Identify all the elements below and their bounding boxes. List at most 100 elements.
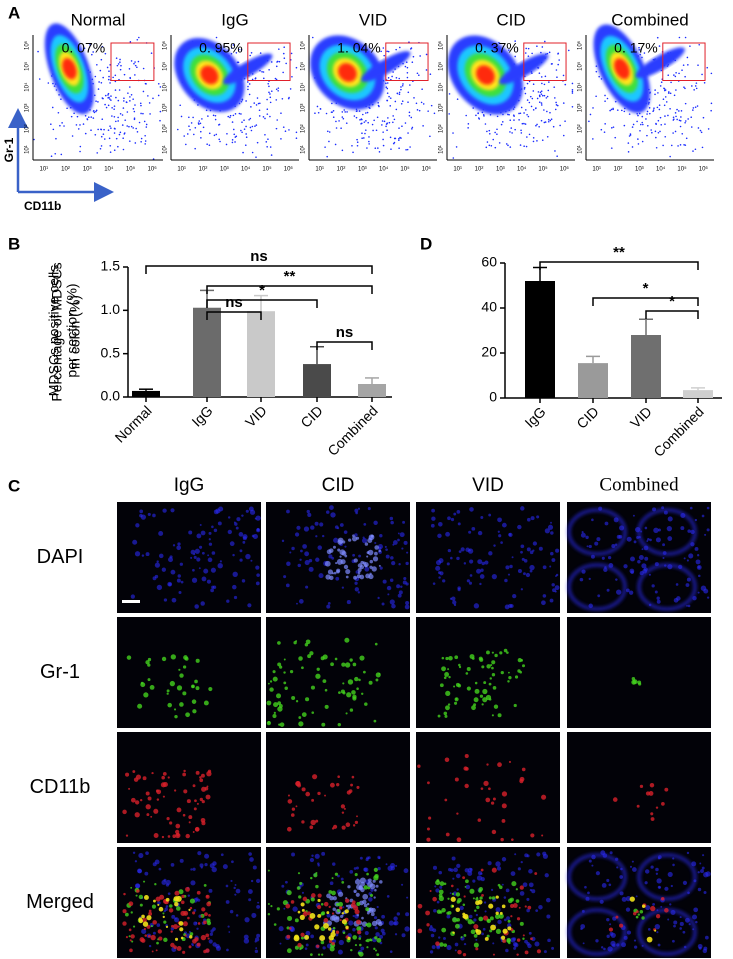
event-dot (595, 95, 597, 97)
cell (168, 892, 171, 895)
event-dot (664, 115, 666, 117)
event-dot (250, 106, 252, 108)
cell (455, 698, 457, 700)
event-dot (604, 131, 606, 133)
cell (602, 557, 605, 560)
cell (619, 525, 624, 530)
event-dot (146, 124, 148, 126)
event-dot (368, 141, 370, 143)
event-dot (160, 86, 162, 88)
gate-percent: 1. 04% (337, 40, 381, 56)
cell (251, 880, 253, 882)
cell (452, 931, 454, 933)
event-dot (535, 125, 537, 127)
cell (328, 927, 331, 930)
event-dot (429, 135, 431, 137)
cell (234, 894, 236, 896)
event-dot (268, 92, 270, 94)
event-dot (526, 136, 528, 138)
cell (609, 923, 611, 925)
cell (610, 932, 614, 936)
event-dot (108, 70, 110, 72)
cell (376, 953, 379, 956)
event-dot (145, 140, 147, 142)
cell (274, 712, 276, 714)
cell (292, 906, 297, 911)
cell (326, 510, 330, 514)
event-dot (276, 128, 278, 130)
cell (326, 911, 329, 914)
event-dot (670, 92, 672, 94)
cell (144, 928, 146, 930)
cell (250, 510, 255, 515)
cell (531, 516, 535, 520)
cell (200, 524, 202, 526)
cell (218, 563, 223, 568)
cell (199, 778, 203, 782)
event-dot (96, 64, 98, 66)
event-dot (612, 108, 614, 110)
cell (389, 921, 394, 926)
cell (402, 933, 406, 937)
cell (140, 799, 142, 801)
cell (302, 544, 307, 549)
y-tick-label: 10⁴ (162, 82, 169, 92)
cell (299, 882, 302, 885)
x-tick-label: IgG (521, 403, 548, 430)
event-dot (365, 129, 367, 131)
cell (390, 950, 393, 953)
cell (189, 821, 191, 823)
event-dot (119, 61, 121, 63)
cell (439, 886, 442, 889)
cell (329, 896, 334, 901)
event-dot (596, 65, 598, 67)
cell (256, 573, 260, 577)
event-dot (216, 37, 218, 39)
event-dot (509, 119, 511, 121)
event-dot (535, 108, 537, 110)
cell (311, 711, 314, 714)
cell (317, 792, 320, 795)
cell (306, 639, 311, 644)
cell (705, 936, 709, 940)
x-tick-label: VID (242, 402, 270, 430)
event-dot (664, 136, 666, 138)
event-dot (52, 83, 54, 85)
cell (135, 800, 139, 804)
row-label: CD11b (30, 776, 91, 798)
cell (125, 913, 129, 917)
cell (609, 927, 613, 931)
event-dot (409, 112, 411, 114)
event-dot (558, 59, 560, 61)
event-dot (134, 104, 136, 106)
event-dot (268, 86, 270, 88)
cell (193, 921, 197, 925)
cell (377, 856, 380, 859)
cell (305, 586, 308, 589)
event-dot (398, 78, 400, 80)
cell (469, 889, 474, 894)
cell (377, 597, 379, 599)
event-dot (54, 153, 56, 155)
event-dot (194, 148, 196, 150)
event-dot (249, 94, 251, 96)
cell (642, 548, 644, 550)
event-dot (604, 95, 606, 97)
cell (644, 557, 648, 561)
cell (363, 523, 366, 526)
cell (125, 773, 129, 777)
cell (345, 662, 350, 667)
event-dot (123, 107, 125, 109)
cell (645, 881, 648, 884)
cell (457, 898, 462, 903)
cell (277, 641, 281, 645)
event-dot (686, 137, 688, 139)
cell (690, 530, 694, 534)
event-dot (489, 133, 491, 135)
cell (139, 514, 143, 518)
cell (508, 672, 510, 674)
cell (311, 686, 315, 690)
cell (378, 922, 383, 927)
cell (366, 857, 369, 860)
cell (181, 937, 184, 940)
